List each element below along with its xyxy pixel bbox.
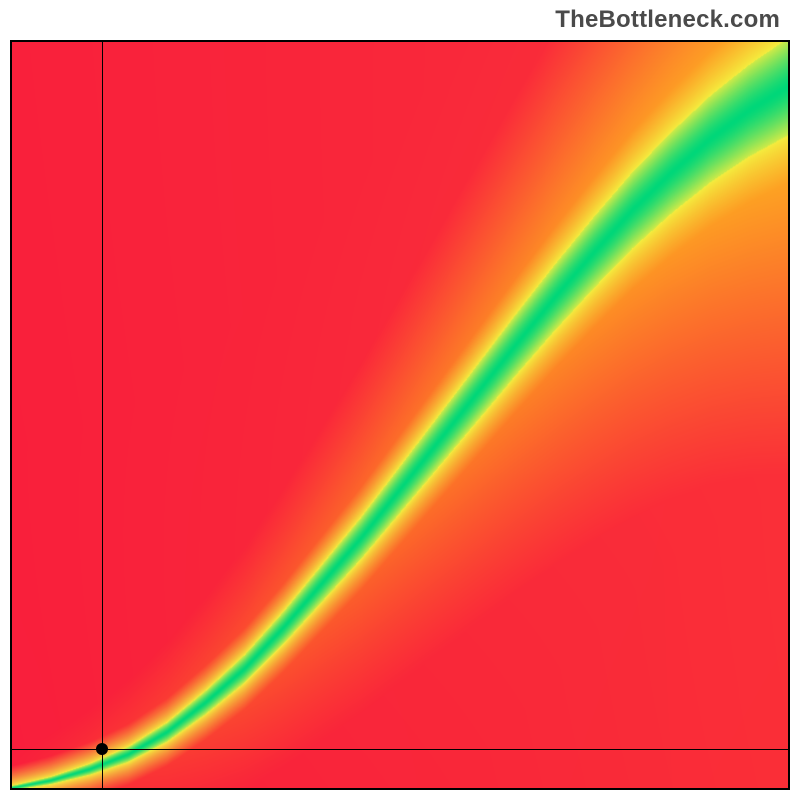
watermark-text: TheBottleneck.com xyxy=(555,6,780,34)
heatmap-frame xyxy=(10,40,790,790)
heatmap-canvas xyxy=(12,42,788,788)
crosshair-horizontal xyxy=(12,749,788,750)
crosshair-vertical xyxy=(102,42,103,788)
marker-dot xyxy=(96,743,108,755)
